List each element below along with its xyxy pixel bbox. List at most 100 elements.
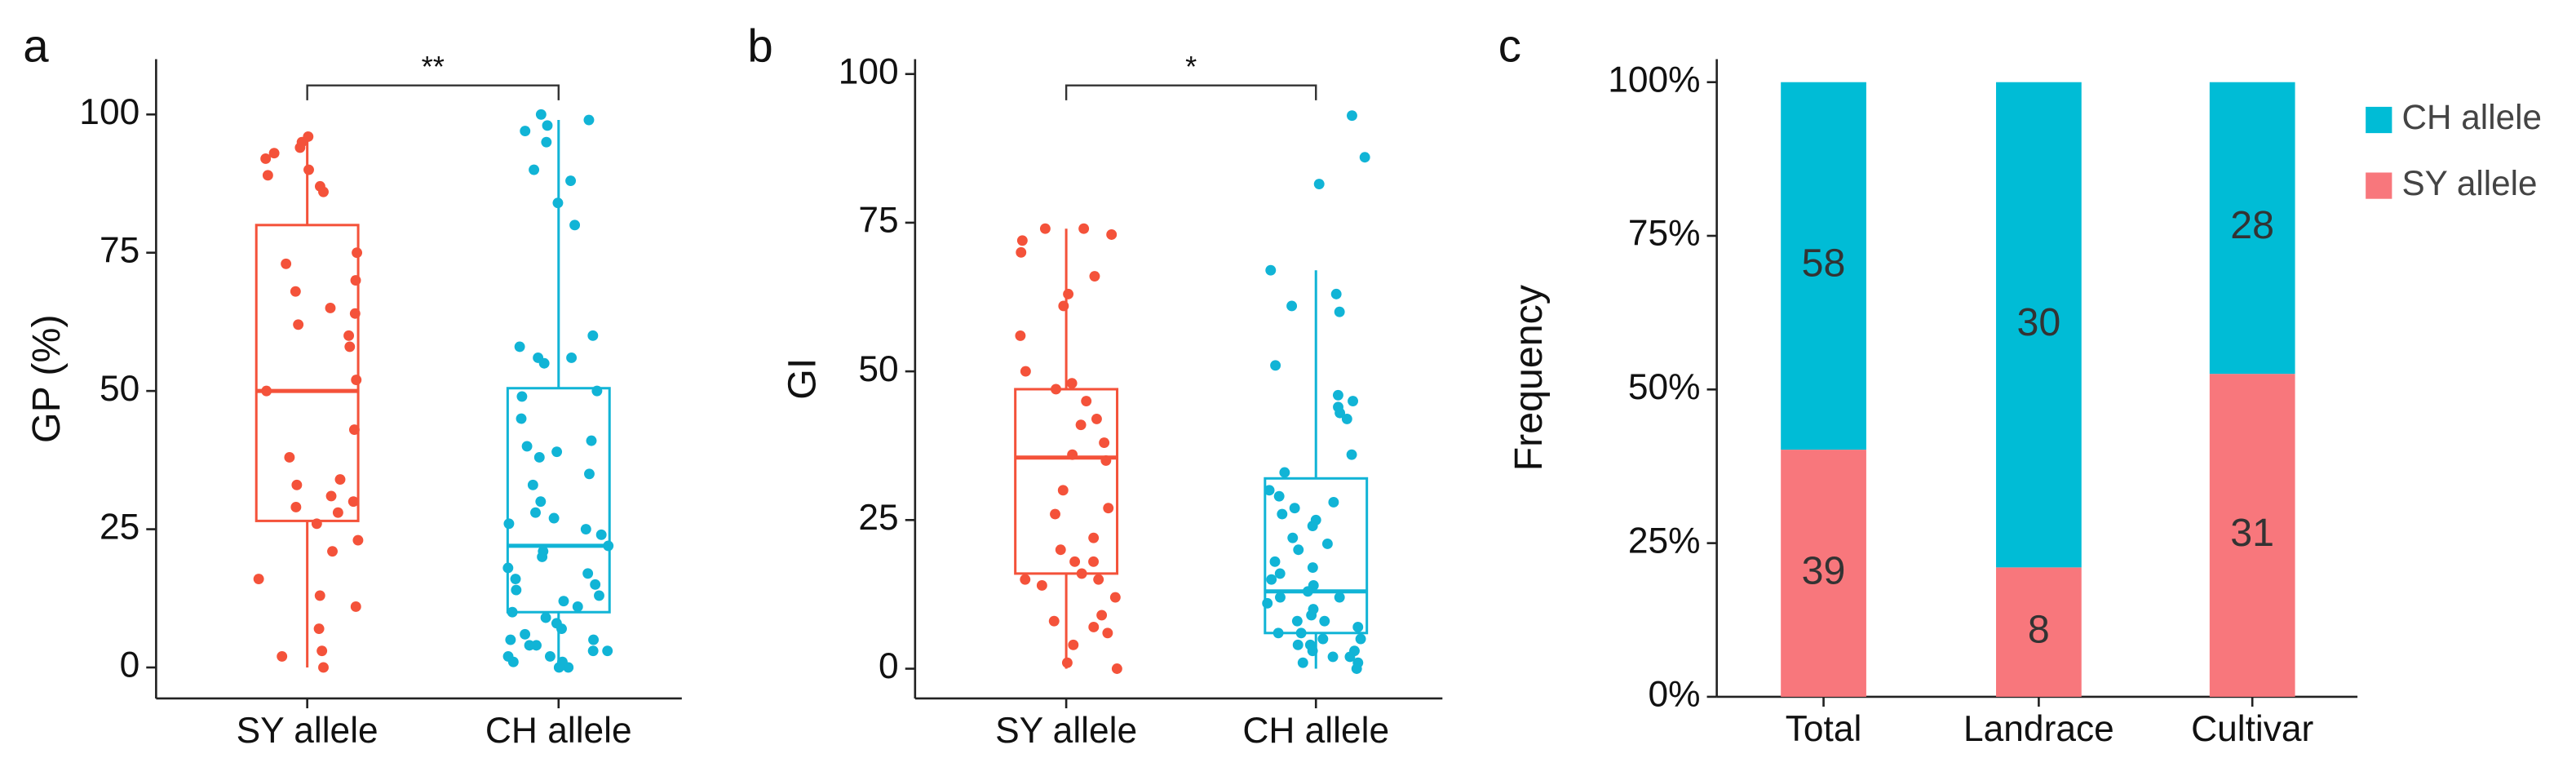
data-point	[1355, 633, 1366, 645]
data-point	[552, 197, 564, 209]
data-point	[1334, 306, 1345, 317]
data-point	[1069, 556, 1081, 567]
data-point	[1088, 556, 1099, 567]
data-point	[530, 507, 541, 518]
legend-label: CH allele	[2401, 98, 2542, 136]
data-point	[352, 534, 364, 546]
data-point	[261, 385, 272, 397]
data-point	[1307, 521, 1318, 532]
data-point	[1348, 396, 1359, 406]
data-point	[1293, 544, 1304, 556]
data-point	[558, 596, 569, 607]
y-tick-label: 100%	[1608, 60, 1700, 100]
data-point	[318, 186, 329, 197]
data-point	[527, 479, 538, 490]
panel-letter: b	[747, 20, 772, 71]
data-point	[1327, 651, 1339, 663]
data-point	[1274, 568, 1286, 579]
bar-label: 31	[2230, 511, 2274, 555]
data-point	[1347, 110, 1357, 122]
bar-label: 39	[1802, 548, 1846, 592]
data-point	[587, 330, 599, 341]
data-point	[502, 562, 514, 574]
box	[1264, 477, 1369, 635]
data-point	[507, 656, 519, 667]
data-point	[1352, 622, 1364, 632]
data-point	[314, 590, 325, 601]
data-point	[533, 452, 545, 463]
y-axis-title: Frequency	[1507, 284, 1551, 471]
data-point	[350, 601, 361, 612]
data-point	[325, 303, 336, 313]
data-point	[1093, 574, 1104, 585]
data-point	[1020, 574, 1031, 585]
data-point	[583, 114, 595, 126]
data-point	[521, 441, 533, 452]
data-point	[1091, 413, 1102, 424]
data-point	[1297, 657, 1308, 668]
data-point	[535, 496, 547, 508]
data-point	[1273, 627, 1284, 639]
data-point	[514, 341, 525, 353]
bar-label: 28	[2230, 203, 2274, 247]
data-point	[1088, 622, 1100, 632]
data-point	[344, 341, 356, 353]
data-point	[586, 435, 597, 446]
data-point	[1109, 592, 1121, 603]
data-point	[332, 507, 343, 518]
data-point	[556, 623, 567, 634]
bar-label: 58	[1802, 242, 1846, 286]
data-point	[1016, 246, 1027, 258]
data-point	[1334, 592, 1345, 603]
data-point	[313, 623, 325, 634]
data-point	[1359, 152, 1370, 163]
data-point	[1262, 597, 1273, 609]
data-point	[293, 319, 304, 330]
data-point	[1295, 627, 1307, 639]
data-point	[1075, 419, 1087, 431]
data-point	[1307, 645, 1318, 657]
bar-segment	[1781, 82, 1866, 450]
x-tick-label: CH allele	[1242, 711, 1389, 751]
data-point	[1266, 574, 1277, 585]
data-point	[303, 164, 314, 175]
significance-bracket	[306, 84, 560, 100]
bar-segment	[2209, 82, 2295, 375]
data-point	[1275, 592, 1286, 603]
data-point	[294, 142, 306, 153]
data-point	[1066, 378, 1078, 389]
data-point	[538, 357, 550, 369]
data-point	[348, 424, 360, 436]
x-tick-label: Total	[1786, 709, 1862, 749]
data-point	[584, 468, 595, 480]
data-point	[316, 645, 328, 657]
data-point	[520, 126, 531, 137]
data-point	[253, 574, 264, 584]
data-point	[537, 552, 548, 562]
data-point	[563, 662, 574, 673]
data-point	[1287, 532, 1299, 543]
significance-label: *	[1185, 50, 1197, 83]
data-point	[520, 628, 531, 640]
data-point	[569, 219, 581, 231]
data-point	[260, 153, 272, 164]
data-point	[551, 446, 563, 458]
data-point	[1328, 496, 1339, 508]
data-point	[1103, 503, 1114, 514]
data-point	[602, 645, 613, 657]
data-point	[1016, 235, 1028, 246]
data-point	[1306, 610, 1317, 621]
box	[255, 224, 360, 522]
data-point	[1078, 223, 1090, 234]
data-point	[1102, 627, 1113, 639]
data-point	[1286, 300, 1298, 312]
significance-bracket	[1064, 84, 1317, 100]
data-point	[1269, 556, 1281, 567]
y-tick-label: 75	[858, 201, 898, 241]
data-point	[540, 612, 551, 623]
data-point	[277, 650, 288, 662]
data-point	[580, 524, 591, 535]
data-point	[591, 385, 603, 397]
bar-segment	[1996, 567, 2082, 697]
